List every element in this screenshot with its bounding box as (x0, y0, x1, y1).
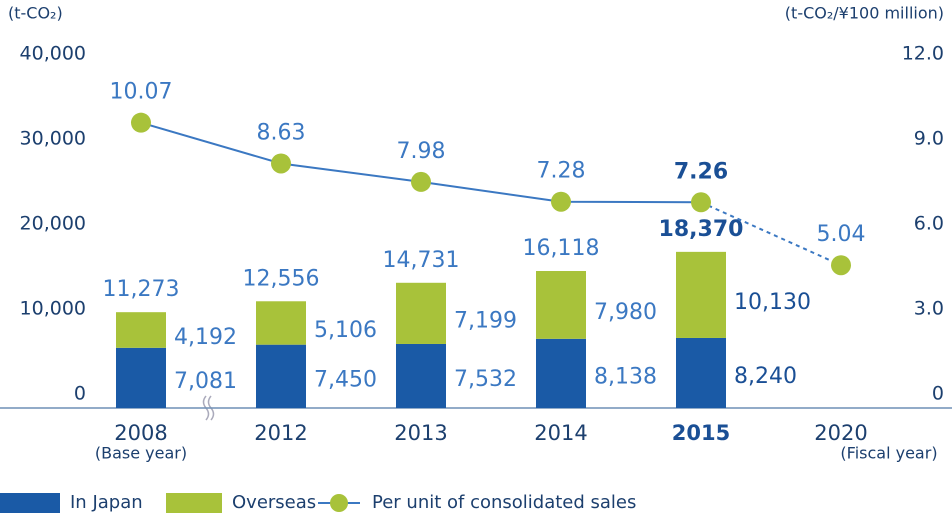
bar-overseas (676, 251, 726, 338)
legend-label: Per unit of consolidated sales (372, 492, 636, 513)
data-label-overseas: 7,199 (454, 308, 517, 333)
legend-swatch (166, 493, 222, 513)
data-label-japan: 8,138 (594, 364, 657, 389)
y-tick-label: 0 (74, 383, 86, 405)
data-label-japan: 7,450 (314, 367, 377, 392)
legend-marker (330, 494, 348, 512)
bar-overseas (536, 270, 586, 339)
y-axis-unit: (t-CO₂) (8, 4, 63, 23)
y-tick-label: 40,000 (20, 43, 86, 65)
data-label-overseas: 5,106 (314, 318, 377, 343)
line-marker (271, 153, 291, 174)
data-label-overseas: 10,130 (734, 290, 811, 315)
legend-label: In Japan (70, 492, 143, 513)
y2-tick-label: 3.0 (914, 298, 944, 320)
y-tick-label: 10,000 (20, 298, 86, 320)
data-label-line: 8.63 (257, 120, 306, 145)
y-tick-label: 30,000 (20, 128, 86, 150)
x-tick-label: 2012 (254, 421, 307, 445)
x-tick-note: (Fiscal year) (840, 444, 937, 463)
data-label-line: 7.98 (397, 139, 446, 164)
data-label-japan: 7,532 (454, 367, 517, 392)
data-label-total: 18,370 (659, 217, 744, 242)
line-marker (691, 192, 711, 213)
x-tick-label: 2008 (114, 421, 167, 445)
bar-overseas (256, 301, 306, 345)
data-label-total: 12,556 (243, 266, 320, 291)
bar-japan (536, 338, 586, 408)
data-label-overseas: 4,192 (174, 325, 237, 350)
data-label-line: 7.28 (537, 159, 586, 184)
line-marker (131, 112, 151, 133)
data-label-overseas: 7,980 (594, 300, 657, 325)
data-label-line: 10.07 (110, 80, 173, 105)
x-tick-label: 2013 (394, 421, 447, 445)
y2-tick-label: 12.0 (902, 43, 944, 65)
line-marker (831, 255, 851, 276)
data-label-line: 7.26 (674, 159, 728, 184)
bar-overseas (396, 282, 446, 344)
bar-japan (676, 337, 726, 408)
legend-label: Overseas (232, 492, 316, 513)
x-tick-label: 2020 (814, 421, 867, 445)
line-marker (411, 171, 431, 192)
line-marker (551, 191, 571, 212)
y2-tick-label: 0 (932, 383, 944, 405)
data-label-line: 5.04 (817, 222, 866, 247)
data-label-total: 14,731 (383, 248, 460, 273)
bar-japan (256, 344, 306, 408)
y2-tick-label: 6.0 (914, 213, 944, 235)
bar-overseas (116, 312, 166, 348)
data-label-total: 16,118 (523, 236, 600, 261)
x-tick-label: 2015 (672, 421, 730, 445)
y-tick-label: 20,000 (20, 213, 86, 235)
line-dashed (700, 201, 842, 267)
data-label-japan: 7,081 (174, 369, 237, 394)
bar-japan (116, 347, 166, 408)
legend-swatch (0, 493, 60, 513)
y2-axis-unit: (t-CO₂/¥100 million) (785, 4, 944, 23)
y2-tick-label: 9.0 (914, 128, 944, 150)
x-tick-label: 2014 (534, 421, 587, 445)
data-label-total: 11,273 (103, 277, 180, 302)
data-label-japan: 8,240 (734, 364, 797, 389)
bar-japan (396, 343, 446, 408)
x-tick-note: (Base year) (95, 444, 187, 463)
